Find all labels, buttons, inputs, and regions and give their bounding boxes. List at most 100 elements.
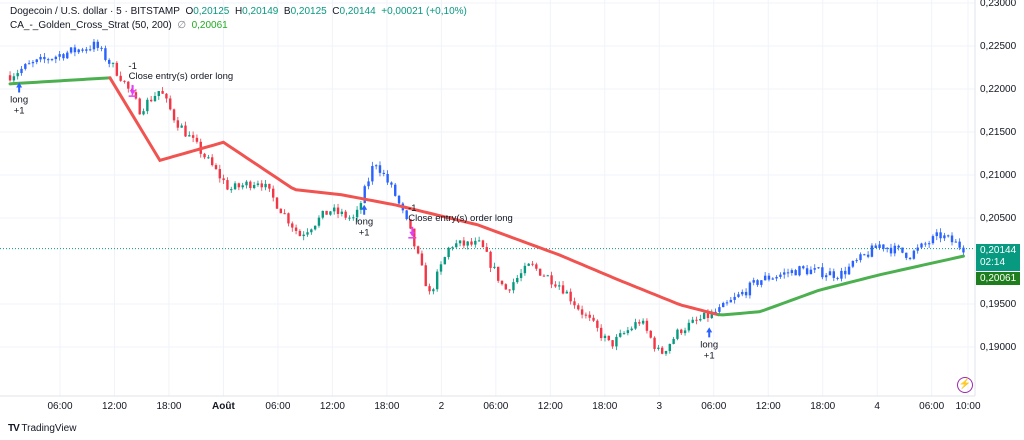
candle xyxy=(779,274,782,277)
candle xyxy=(485,247,488,252)
position-size-label: +1 xyxy=(14,106,25,117)
candle xyxy=(397,195,401,204)
candle xyxy=(260,183,263,188)
candle xyxy=(16,73,19,77)
exit-arrow-icon xyxy=(409,226,416,237)
candle xyxy=(809,269,813,275)
candle xyxy=(962,247,965,253)
candle xyxy=(950,235,954,243)
candle xyxy=(584,314,588,316)
candle xyxy=(428,286,431,292)
candle xyxy=(729,299,733,303)
candle xyxy=(20,68,23,74)
candle xyxy=(333,207,336,212)
candle xyxy=(8,75,12,81)
candle xyxy=(111,62,115,64)
candle xyxy=(149,99,153,102)
candle xyxy=(287,213,290,224)
candle xyxy=(611,340,614,347)
candle xyxy=(516,277,519,283)
candle xyxy=(763,275,767,281)
candle xyxy=(138,98,141,115)
time-tick-label: 4 xyxy=(874,401,880,412)
candle xyxy=(535,264,538,269)
grid xyxy=(0,0,975,396)
candle xyxy=(291,223,294,228)
last-price: 0,20144 xyxy=(980,245,1017,256)
close-label: C xyxy=(332,6,340,17)
candle xyxy=(783,272,786,275)
candle xyxy=(699,318,702,321)
candle xyxy=(367,181,370,187)
time-tick-label: Août xyxy=(212,401,235,412)
hidden-eye-icon[interactable]: ∅ xyxy=(177,20,187,31)
lightning-icon[interactable]: ⚡ xyxy=(957,377,973,393)
candle xyxy=(264,183,267,188)
change-value: +0,00021 (+0,10%) xyxy=(381,6,467,17)
candle xyxy=(683,330,687,334)
candle xyxy=(908,257,912,259)
candle xyxy=(573,301,576,306)
time-tick-label: 06:00 xyxy=(483,401,508,412)
price-tick-label: 0,23000 xyxy=(980,0,1017,9)
symbol-legend[interactable]: Dogecoin / U.S. dollar · 5 · BITSTAMP O0… xyxy=(10,6,467,17)
long-label: long xyxy=(355,217,373,228)
tradingview-logo[interactable]: TV TradingView xyxy=(8,423,77,434)
candle xyxy=(885,247,889,249)
candle xyxy=(641,320,645,324)
candle xyxy=(161,91,164,94)
time-tick-label: 06:00 xyxy=(701,401,726,412)
candle xyxy=(691,319,694,323)
candle xyxy=(470,241,473,245)
candle xyxy=(348,217,351,219)
candle xyxy=(958,241,961,248)
indicator-legend[interactable]: CA_-_Golden_Cross_Strat (50, 200) ∅ 0,20… xyxy=(10,20,228,31)
candle xyxy=(653,337,656,349)
candle xyxy=(302,234,305,237)
close-value: 0,20144 xyxy=(339,6,376,17)
candle xyxy=(386,173,389,183)
candle xyxy=(325,210,328,215)
candle xyxy=(920,243,923,248)
candle xyxy=(504,284,508,290)
candle xyxy=(947,235,950,237)
candle xyxy=(638,322,641,324)
candle xyxy=(626,330,630,334)
candle xyxy=(104,48,107,60)
candle xyxy=(214,165,218,170)
candle xyxy=(435,271,439,290)
candle xyxy=(329,211,332,215)
candle xyxy=(931,236,935,244)
ma-price: 0,20061 xyxy=(980,273,1017,284)
price-tick-label: 0,22500 xyxy=(980,41,1017,52)
indicator-name: CA_-_Golden_Cross_Strat (50, 200) xyxy=(10,20,172,31)
candle xyxy=(416,246,420,254)
candle xyxy=(767,275,771,280)
time-tick-label: 12:00 xyxy=(320,401,345,412)
candle xyxy=(184,125,187,137)
long-entry-arrow-icon xyxy=(706,327,713,338)
candle xyxy=(569,291,572,302)
candle xyxy=(256,183,260,185)
candle xyxy=(283,213,286,215)
candle xyxy=(69,47,73,53)
candle xyxy=(802,266,805,269)
price-tick-label: 0,19500 xyxy=(980,299,1017,310)
candle xyxy=(447,247,450,258)
candle xyxy=(680,329,683,334)
high-value: 0,20149 xyxy=(242,6,279,17)
candle xyxy=(821,267,824,278)
candle xyxy=(359,203,363,210)
candle xyxy=(355,209,359,218)
time-tick-label: 06:00 xyxy=(47,401,72,412)
candle xyxy=(722,302,725,308)
position-size-label: +1 xyxy=(359,228,370,239)
moving-average-line xyxy=(8,76,965,317)
candle xyxy=(695,319,698,321)
price-tick-label: 0,21000 xyxy=(980,170,1017,181)
candle xyxy=(371,165,374,182)
candle xyxy=(271,188,275,198)
candle xyxy=(268,183,271,189)
price-tick-label: 0,22000 xyxy=(980,84,1017,95)
